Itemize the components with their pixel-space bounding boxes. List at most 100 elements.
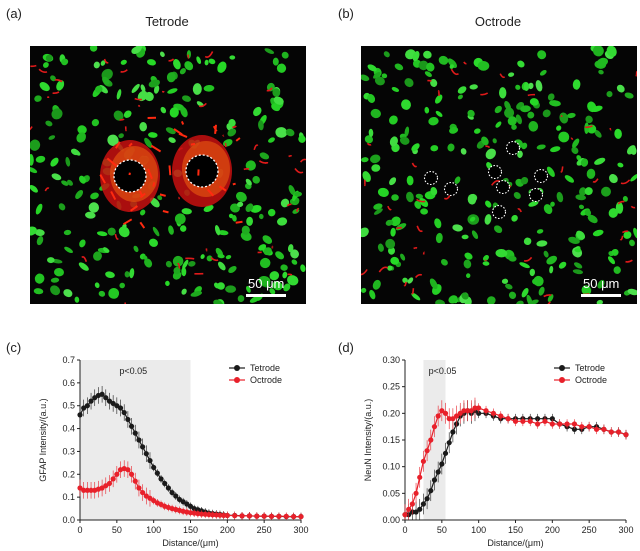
data-point-tetrode (162, 480, 168, 487)
neuron-cell (438, 55, 449, 65)
astrocyte-fiber (411, 288, 415, 295)
neuron-cell (515, 84, 521, 90)
scar-fiber (190, 142, 196, 146)
neuron-cell (482, 261, 490, 266)
astrocyte-fiber (168, 58, 175, 62)
neuron-cell (606, 46, 617, 57)
neuron-cell (387, 265, 393, 271)
astrocyte-fiber (620, 179, 631, 185)
neuron-cell (91, 118, 100, 127)
data-point-octrode (465, 408, 471, 414)
neuron-cell (181, 208, 192, 215)
neuron-cell (246, 216, 254, 226)
neuron-cell (580, 158, 589, 167)
neuron-cell (536, 229, 544, 234)
x-tick-label: 150 (183, 525, 198, 535)
data-point-tetrode (128, 423, 135, 429)
neuron-cell (50, 75, 56, 82)
neuron-cell (269, 288, 276, 295)
data-point-octrode (88, 487, 94, 493)
neuron-cell (465, 273, 471, 278)
astrocyte-fiber (463, 61, 467, 65)
neuron-cell (213, 299, 224, 304)
neuron-cell (546, 166, 555, 177)
data-point-octrode (276, 513, 282, 519)
neuron-cell (61, 180, 69, 186)
astrocyte-fiber (54, 78, 63, 83)
scar-fiber (110, 190, 117, 201)
x-tick-label: 300 (618, 525, 633, 535)
data-point-octrode (106, 480, 113, 487)
neuron-cell (246, 286, 251, 293)
astrocyte-fiber (621, 230, 629, 234)
neuron-cell (435, 232, 443, 244)
neuron-cell (411, 292, 421, 301)
neuron-cell (237, 295, 245, 303)
astrocyte-fiber (484, 259, 487, 262)
scar-fiber (162, 210, 169, 214)
neuron-cell (245, 178, 252, 186)
neuron-cell (423, 50, 432, 59)
neuron-cell (272, 281, 283, 291)
neuron-cell (133, 245, 139, 253)
neuron-cell (463, 259, 472, 269)
gfap-chart: 0.0 0.1 0.2 0.3 0.4 0.5 0.6 0.7 0 50 100 150 200 250 3… (38, 355, 309, 548)
data-point-octrode (402, 512, 408, 518)
neuron-cell (75, 189, 84, 200)
neuron-cell (168, 137, 176, 143)
electrode-outline (528, 187, 544, 203)
neuron-cell (543, 204, 553, 215)
neuron-cell (596, 57, 608, 67)
neuron-cell (447, 58, 457, 68)
neuron-cell (129, 268, 135, 279)
neuron-cell (272, 57, 279, 66)
neuron-cell (633, 227, 637, 239)
neuron-cell (598, 69, 604, 75)
neuron-cell (50, 157, 59, 167)
neuron-cell (584, 209, 592, 217)
neuron-cell (74, 296, 80, 303)
neuron-cell (586, 168, 596, 179)
astrocyte-fiber (177, 196, 180, 200)
y-axis-label: NeuN Intensity/(a.u.) (363, 399, 373, 482)
legend-marker (559, 377, 565, 383)
neuron-cell (430, 79, 438, 87)
data-point-octrode (564, 421, 570, 427)
neuron-cell (406, 175, 414, 186)
neuron-cell (102, 76, 110, 85)
data-point-tetrode (121, 409, 127, 416)
data-point-tetrode (417, 506, 423, 512)
neuron-cell (119, 282, 125, 289)
neuron-cell (35, 155, 46, 163)
neuron-cell (454, 176, 461, 184)
astrocyte-fiber (485, 145, 491, 149)
data-point-octrode (221, 512, 227, 519)
neuron-cell (39, 82, 50, 92)
data-point-octrode (608, 429, 614, 435)
astrocyte-fiber (210, 257, 219, 262)
electrode-outline (487, 164, 503, 180)
neuron-cell (511, 214, 518, 222)
neuron-cell (253, 106, 262, 117)
data-point-octrode (213, 512, 219, 518)
astrocyte-fiber (232, 125, 237, 129)
astrocyte-fiber (411, 162, 418, 168)
data-point-octrode (439, 408, 445, 414)
neuron-cell (113, 110, 124, 121)
neuron-cell (192, 83, 202, 95)
neuron-cell (402, 277, 408, 284)
neuron-cell (196, 56, 202, 64)
data-point-octrode (601, 426, 607, 432)
data-point-octrode (428, 437, 434, 443)
neuron-cell (181, 267, 187, 277)
data-point-octrode (542, 418, 548, 424)
neuron-cell (594, 157, 606, 165)
neuron-cell (508, 291, 517, 299)
neuron-cell (434, 218, 442, 229)
astrocyte-fiber (137, 104, 141, 107)
neuron-cell (227, 128, 237, 137)
astrocyte-fiber (480, 92, 489, 96)
neuron-cell (404, 78, 414, 88)
neuron-cell (529, 268, 536, 277)
scar-fiber (139, 221, 146, 229)
